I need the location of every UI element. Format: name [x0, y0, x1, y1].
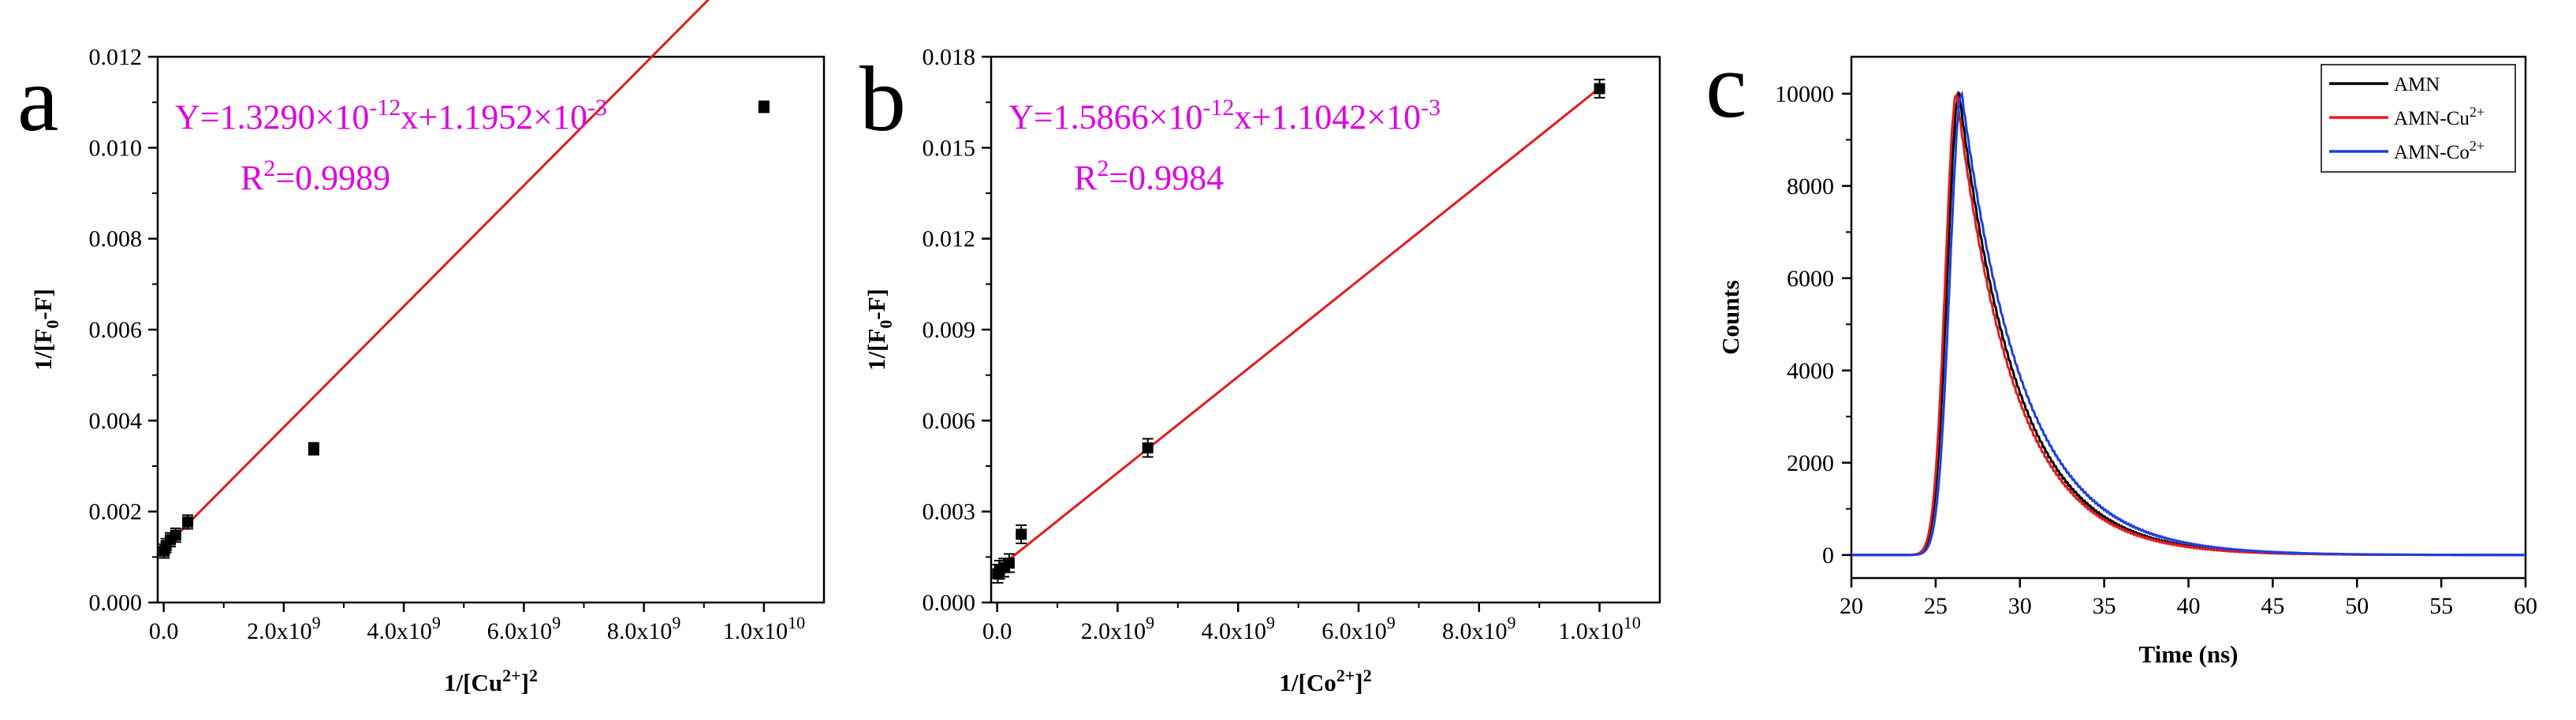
- panel-b-x-axis-title: 1/[Co2+]2: [1279, 666, 1371, 696]
- panel-c-x-tick-label: 20: [1840, 593, 1863, 619]
- panel-a-x-tick-label: 8.0x109: [607, 613, 681, 644]
- panel-c-x-tick-label: 55: [2429, 593, 2453, 619]
- panel-a-cu-fit: a 0.0 2.0x109 4.0x109 6.0x109 8.0x109 1.0x101…: [17, 0, 826, 696]
- panel-a-x-tick-label: 6.0x109: [487, 613, 561, 644]
- panel-b-co-fit: b 0.0 2.0x109 4.0x109 6.0x109 8.0x109 1.0x101…: [859, 44, 1661, 696]
- panel-a-y-tick-label: 0.012: [89, 44, 143, 70]
- panel-c-y-tick-label: 6000: [1787, 266, 1834, 292]
- panel-a-label: a: [17, 47, 58, 151]
- panel-a-y-axis-title: 1/[F0-F]: [29, 289, 62, 371]
- panel-a-x-tick-label: 2.0x109: [247, 613, 321, 644]
- panel-b-y-tick-label: 0.012: [923, 226, 976, 252]
- panel-c-x-tick-label: 60: [2514, 593, 2537, 619]
- panel-c-x-tick-label: 45: [2261, 593, 2284, 619]
- panel-b-y-tick-label: 0.018: [923, 44, 976, 70]
- panel-c-y-tick-label: 4000: [1787, 358, 1834, 384]
- panel-a-fit-line: [162, 0, 710, 550]
- panel-b-label: b: [859, 47, 906, 151]
- panel-c-legend-label: AMN-Cu2+: [2394, 104, 2485, 129]
- panel-b-y-tick-label: 0.006: [923, 408, 976, 434]
- panel-b-x-tick-label: 6.0x109: [1322, 613, 1396, 644]
- panel-a-data-point: [758, 101, 770, 113]
- panel-c-y-tick-label: 2000: [1787, 450, 1834, 476]
- panel-b-data-point: [1142, 442, 1154, 453]
- panel-a-y-tick-label: 0.008: [89, 226, 143, 252]
- panel-a-y-tick-label: 0.004: [89, 408, 143, 434]
- panel-b-y-tick-label: 0.009: [923, 317, 976, 343]
- panel-c-decay: c 20 25 30 35 40 45 50 55 60 0 2000 4000 6000 8000 100…: [1706, 34, 2537, 668]
- panel-a-x-axis-title: 1/[Cu2+]2: [444, 666, 538, 696]
- panel-b-x-tick-label: 1.0x1010: [1558, 613, 1640, 644]
- panel-a-r-squared: R2=0.9989: [240, 155, 390, 197]
- panel-a-data-point: [182, 516, 194, 528]
- panel-b-data-point: [1594, 83, 1605, 95]
- panel-b-y-tick-label: 0.003: [923, 499, 976, 525]
- panel-c-legend: AMN AMN-Cu2+ AMN-Co2+: [2321, 64, 2516, 173]
- panel-c-x-tick-label: 40: [2177, 593, 2201, 619]
- panel-c-x-tick-label: 35: [2093, 593, 2116, 619]
- panel-b-data-point: [1003, 558, 1015, 569]
- panel-c-x-tick-label: 25: [1924, 593, 1948, 619]
- panel-a-y-tick-label: 0.002: [89, 499, 143, 525]
- panel-a-fit-equation: Y=1.3290×10-12x+1.1952×10-3: [175, 95, 607, 136]
- panel-b-fit-line: [996, 87, 1601, 570]
- panel-b-fit-equation: Y=1.5866×10-12x+1.1042×10-3: [1008, 95, 1441, 136]
- panel-b-y-axis-title: 1/[F0-F]: [863, 289, 896, 371]
- panel-b-y-tick-label: 0.000: [923, 590, 976, 616]
- panel-a-y-tick-label: 0.006: [89, 317, 143, 343]
- panel-b-plot-frame: [990, 55, 1661, 604]
- panel-b-x-tick-label: 8.0x109: [1442, 613, 1516, 644]
- panel-c-series-amn-co-ion: [1851, 90, 2526, 557]
- panel-b-y-tick-label: 0.015: [923, 135, 976, 161]
- panel-c-x-axis-title: Time (ns): [2138, 640, 2238, 668]
- panel-a-x-tick-label: 4.0x109: [367, 613, 441, 644]
- panel-a-data-point: [170, 529, 181, 541]
- panel-a-plot-frame: [156, 55, 826, 604]
- panel-c-label: c: [1706, 34, 1747, 137]
- panel-a-x-tick-label: 0.0: [149, 618, 179, 644]
- panel-c-x-tick-label: 30: [2008, 593, 2032, 619]
- panel-c-y-tick-label: 0: [1822, 543, 1834, 569]
- panel-a-y-tick-label: 0.000: [89, 590, 143, 616]
- panel-a-y-tick-label: 0.010: [89, 135, 143, 161]
- panel-c-legend-label: AMN: [2394, 74, 2440, 95]
- panel-a-data-point: [308, 443, 319, 455]
- panel-b-x-tick-label: 2.0x109: [1081, 613, 1155, 644]
- panel-c-legend-label: AMN-Co2+: [2394, 138, 2485, 163]
- panel-c-x-tick-label: 50: [2345, 593, 2369, 619]
- panel-b-data-point: [1016, 528, 1027, 540]
- panel-a-x-tick-label: 1.0x1010: [723, 613, 806, 644]
- panel-b-r-squared: R2=0.9984: [1074, 155, 1224, 197]
- panel-b-x-tick-label: 0.0: [982, 618, 1012, 644]
- panel-c-y-axis-title: Counts: [1717, 280, 1744, 355]
- panel-b-x-tick-label: 4.0x109: [1201, 613, 1275, 644]
- panel-c-y-tick-label: 10000: [1775, 81, 1834, 107]
- panel-c-y-tick-label: 8000: [1787, 173, 1834, 200]
